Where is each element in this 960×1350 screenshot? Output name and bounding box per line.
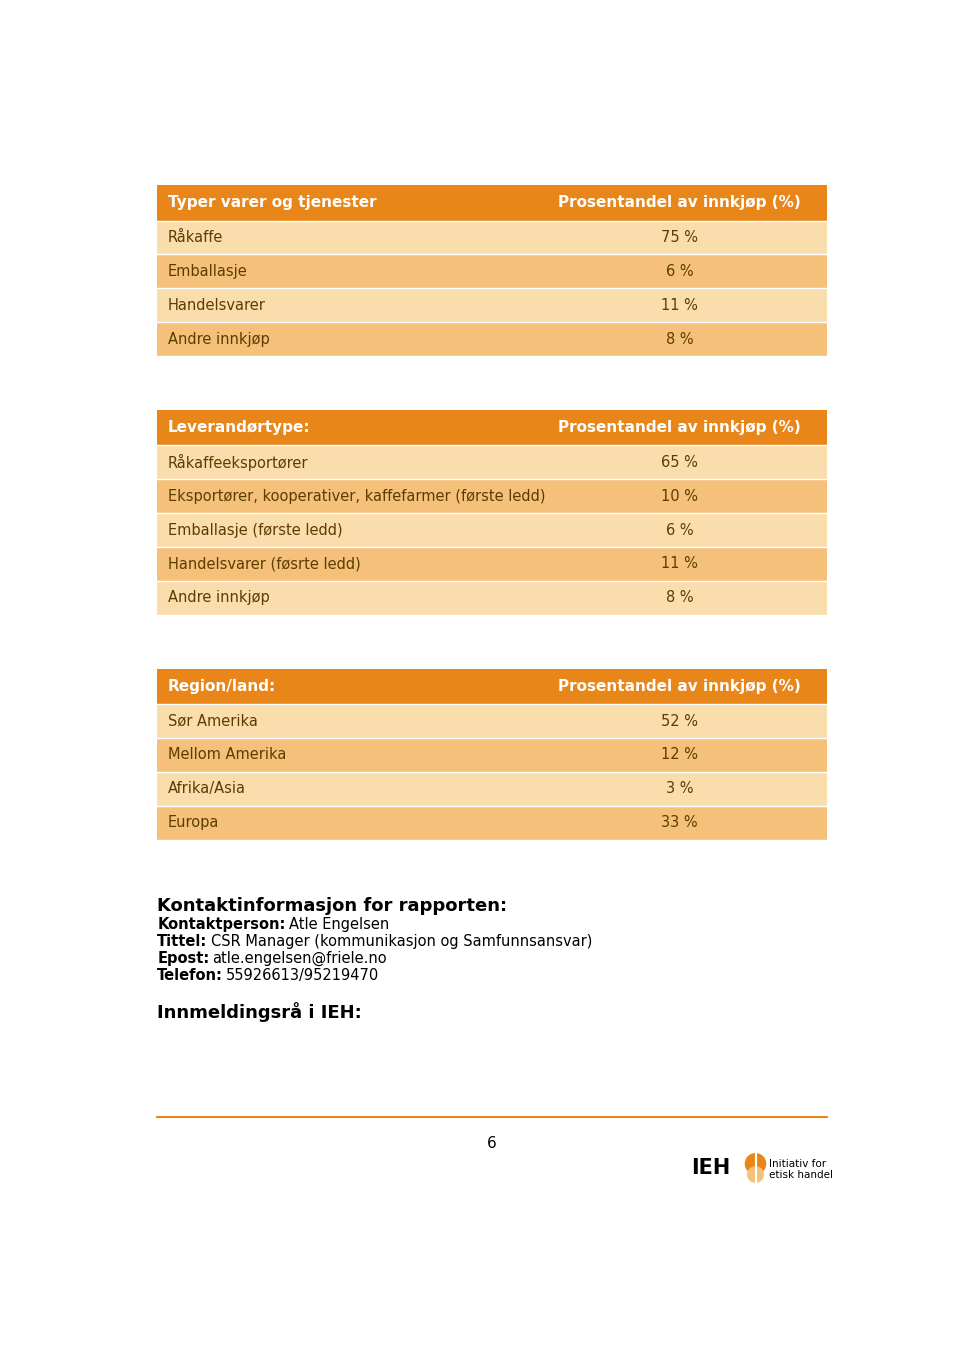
Bar — [157, 772, 532, 806]
Bar — [532, 323, 827, 356]
Bar — [157, 513, 532, 547]
Text: 3 %: 3 % — [665, 782, 693, 796]
Text: Typer varer og tjenester: Typer varer og tjenester — [168, 196, 376, 211]
Text: Råkaffe: Råkaffe — [168, 230, 224, 244]
Bar — [532, 668, 827, 705]
Text: Leverandørtype:: Leverandørtype: — [168, 420, 311, 435]
Text: Prosentandel av innkjøp (%): Prosentandel av innkjøp (%) — [558, 196, 801, 211]
Text: 6 %: 6 % — [665, 263, 693, 279]
Bar — [157, 254, 532, 289]
Text: 8 %: 8 % — [665, 332, 693, 347]
Text: Andre innkjøp: Andre innkjøp — [168, 590, 270, 605]
Bar — [157, 738, 532, 772]
Text: Region/land:: Region/land: — [168, 679, 276, 694]
Text: Råkaffeeksportører: Råkaffeeksportører — [168, 454, 308, 471]
Bar — [532, 220, 827, 254]
Text: CSR Manager (kommunikasjon og Samfunnsansvar): CSR Manager (kommunikasjon og Samfunnsan… — [210, 934, 592, 949]
Bar — [532, 410, 827, 446]
Text: Eksportører, kooperativer, kaffefarmer (første ledd): Eksportører, kooperativer, kaffefarmer (… — [168, 489, 545, 504]
Text: Sør Amerika: Sør Amerika — [168, 714, 258, 729]
Bar — [157, 806, 532, 840]
Text: Prosentandel av innkjøp (%): Prosentandel av innkjøp (%) — [558, 420, 801, 435]
Text: Europa: Europa — [168, 815, 220, 830]
Bar — [157, 446, 532, 479]
Text: 11 %: 11 % — [661, 556, 698, 571]
Bar — [157, 220, 532, 254]
Bar — [532, 806, 827, 840]
Text: 8 %: 8 % — [665, 590, 693, 605]
Bar — [532, 446, 827, 479]
Text: Andre innkjøp: Andre innkjøp — [168, 332, 270, 347]
Text: Innmeldingsrå i IEH:: Innmeldingsrå i IEH: — [157, 1002, 362, 1022]
Circle shape — [748, 1166, 763, 1183]
Text: Kontaktperson:: Kontaktperson: — [157, 918, 285, 933]
Text: 12 %: 12 % — [661, 748, 698, 763]
Text: 33 %: 33 % — [661, 815, 698, 830]
Bar — [157, 668, 532, 705]
Text: Kontaktinformasjon for rapporten:: Kontaktinformasjon for rapporten: — [157, 898, 507, 915]
Text: Epost:: Epost: — [157, 952, 209, 967]
Text: Mellom Amerika: Mellom Amerika — [168, 748, 286, 763]
Bar — [157, 479, 532, 513]
Text: 52 %: 52 % — [661, 714, 698, 729]
Text: 55926613/95219470: 55926613/95219470 — [227, 968, 379, 983]
Text: Handelsvarer: Handelsvarer — [168, 298, 266, 313]
Text: 6 %: 6 % — [665, 522, 693, 537]
Bar — [532, 705, 827, 738]
Bar — [532, 254, 827, 289]
Text: IEH: IEH — [691, 1158, 731, 1179]
Bar — [157, 410, 532, 446]
Bar — [532, 738, 827, 772]
Bar — [532, 185, 827, 220]
Text: atle.engelsen@friele.no: atle.engelsen@friele.no — [212, 952, 387, 967]
Text: Emballasje (første ledd): Emballasje (første ledd) — [168, 522, 343, 537]
Text: Prosentandel av innkjøp (%): Prosentandel av innkjøp (%) — [558, 679, 801, 694]
Bar — [157, 705, 532, 738]
Circle shape — [745, 1154, 765, 1173]
Text: Afrika/Asia: Afrika/Asia — [168, 782, 246, 796]
Text: etisk handel: etisk handel — [770, 1169, 833, 1180]
Text: 6: 6 — [487, 1137, 497, 1152]
Bar — [157, 185, 532, 220]
Bar — [532, 580, 827, 614]
Text: Atle Engelsen: Atle Engelsen — [289, 918, 389, 933]
Bar — [157, 547, 532, 580]
Text: Tittel:: Tittel: — [157, 934, 207, 949]
Text: 10 %: 10 % — [661, 489, 698, 504]
Bar — [532, 513, 827, 547]
Bar — [157, 323, 532, 356]
Text: Initiativ for: Initiativ for — [770, 1158, 827, 1169]
Bar — [532, 547, 827, 580]
Bar — [532, 289, 827, 323]
Text: 75 %: 75 % — [661, 230, 698, 244]
Text: 11 %: 11 % — [661, 298, 698, 313]
Text: 65 %: 65 % — [661, 455, 698, 470]
Bar — [157, 289, 532, 323]
Text: Telefon:: Telefon: — [157, 968, 223, 983]
Bar — [532, 479, 827, 513]
Bar — [157, 580, 532, 614]
Bar — [532, 772, 827, 806]
Text: Handelsvarer (føsrte ledd): Handelsvarer (føsrte ledd) — [168, 556, 361, 571]
Text: Emballasje: Emballasje — [168, 263, 248, 279]
